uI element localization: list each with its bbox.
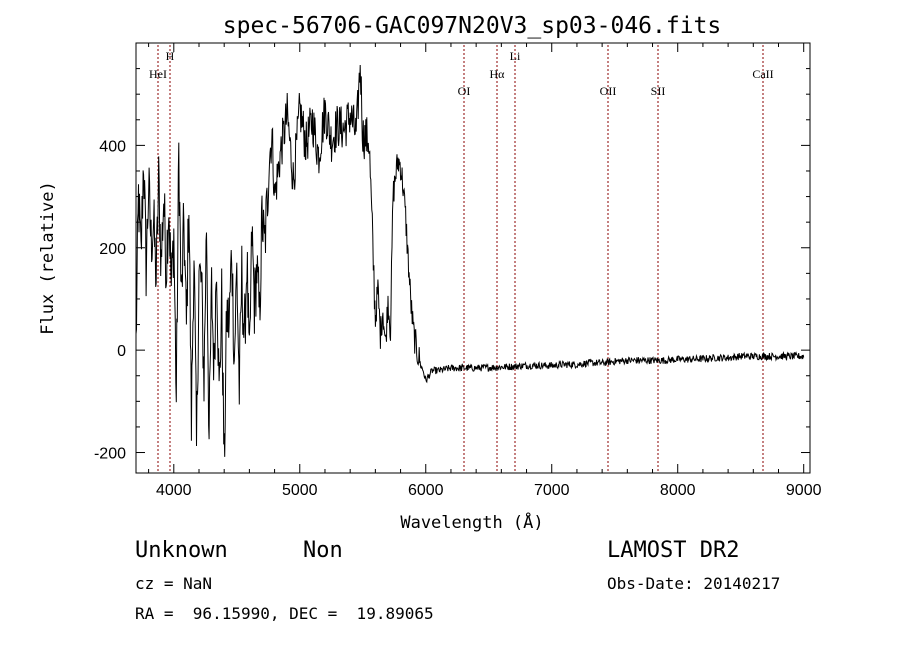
obs-date: Obs-Date: 20140217 [607,574,781,593]
y-tick-label: 400 [99,138,126,155]
spectral-line-label: CaII [752,67,773,81]
spectrum-line [135,64,805,457]
y-axis-label: Flux (relative) [38,181,58,335]
x-axis-label: Wavelength (Å) [400,511,543,533]
y-tick-label: 200 [99,241,126,258]
x-tick-label: 4000 [156,482,192,499]
y-axis-ticks: -200 0 200 400 [94,68,810,463]
object-class: Unknown [135,538,228,563]
spectral-line-label: OII [600,84,617,98]
spectral-line-label: OI [458,84,471,98]
x-tick-label: 7000 [534,482,570,499]
object-subclass: Non [303,538,343,563]
x-axis-ticks: 4000 5000 6000 7000 8000 9000 [148,43,822,499]
cz-value: cz = NaN [135,574,213,593]
spectral-line-markers: HeI H OI Hα Li OII SII CaII [149,45,774,472]
spectral-line-label: HeI [149,67,167,81]
x-tick-label: 8000 [660,482,696,499]
x-tick-label: 9000 [786,482,822,499]
coordinates: RA = 96.15990, DEC = 19.89065 [135,604,434,623]
y-tick-label: 0 [117,343,126,360]
survey-name: LAMOST DR2 [607,538,740,563]
spectral-line-label: Hα [490,67,506,81]
chart-title: spec-56706-GAC097N20V3_sp03-046.fits [223,13,722,39]
spectral-line-label: H [166,49,175,63]
plot-frame [135,42,811,474]
x-tick-label: 5000 [282,482,318,499]
x-tick-label: 6000 [408,482,444,499]
y-tick-label: -200 [94,446,126,463]
spectral-line-label: Li [510,49,521,63]
spectral-line-label: SII [651,84,666,98]
